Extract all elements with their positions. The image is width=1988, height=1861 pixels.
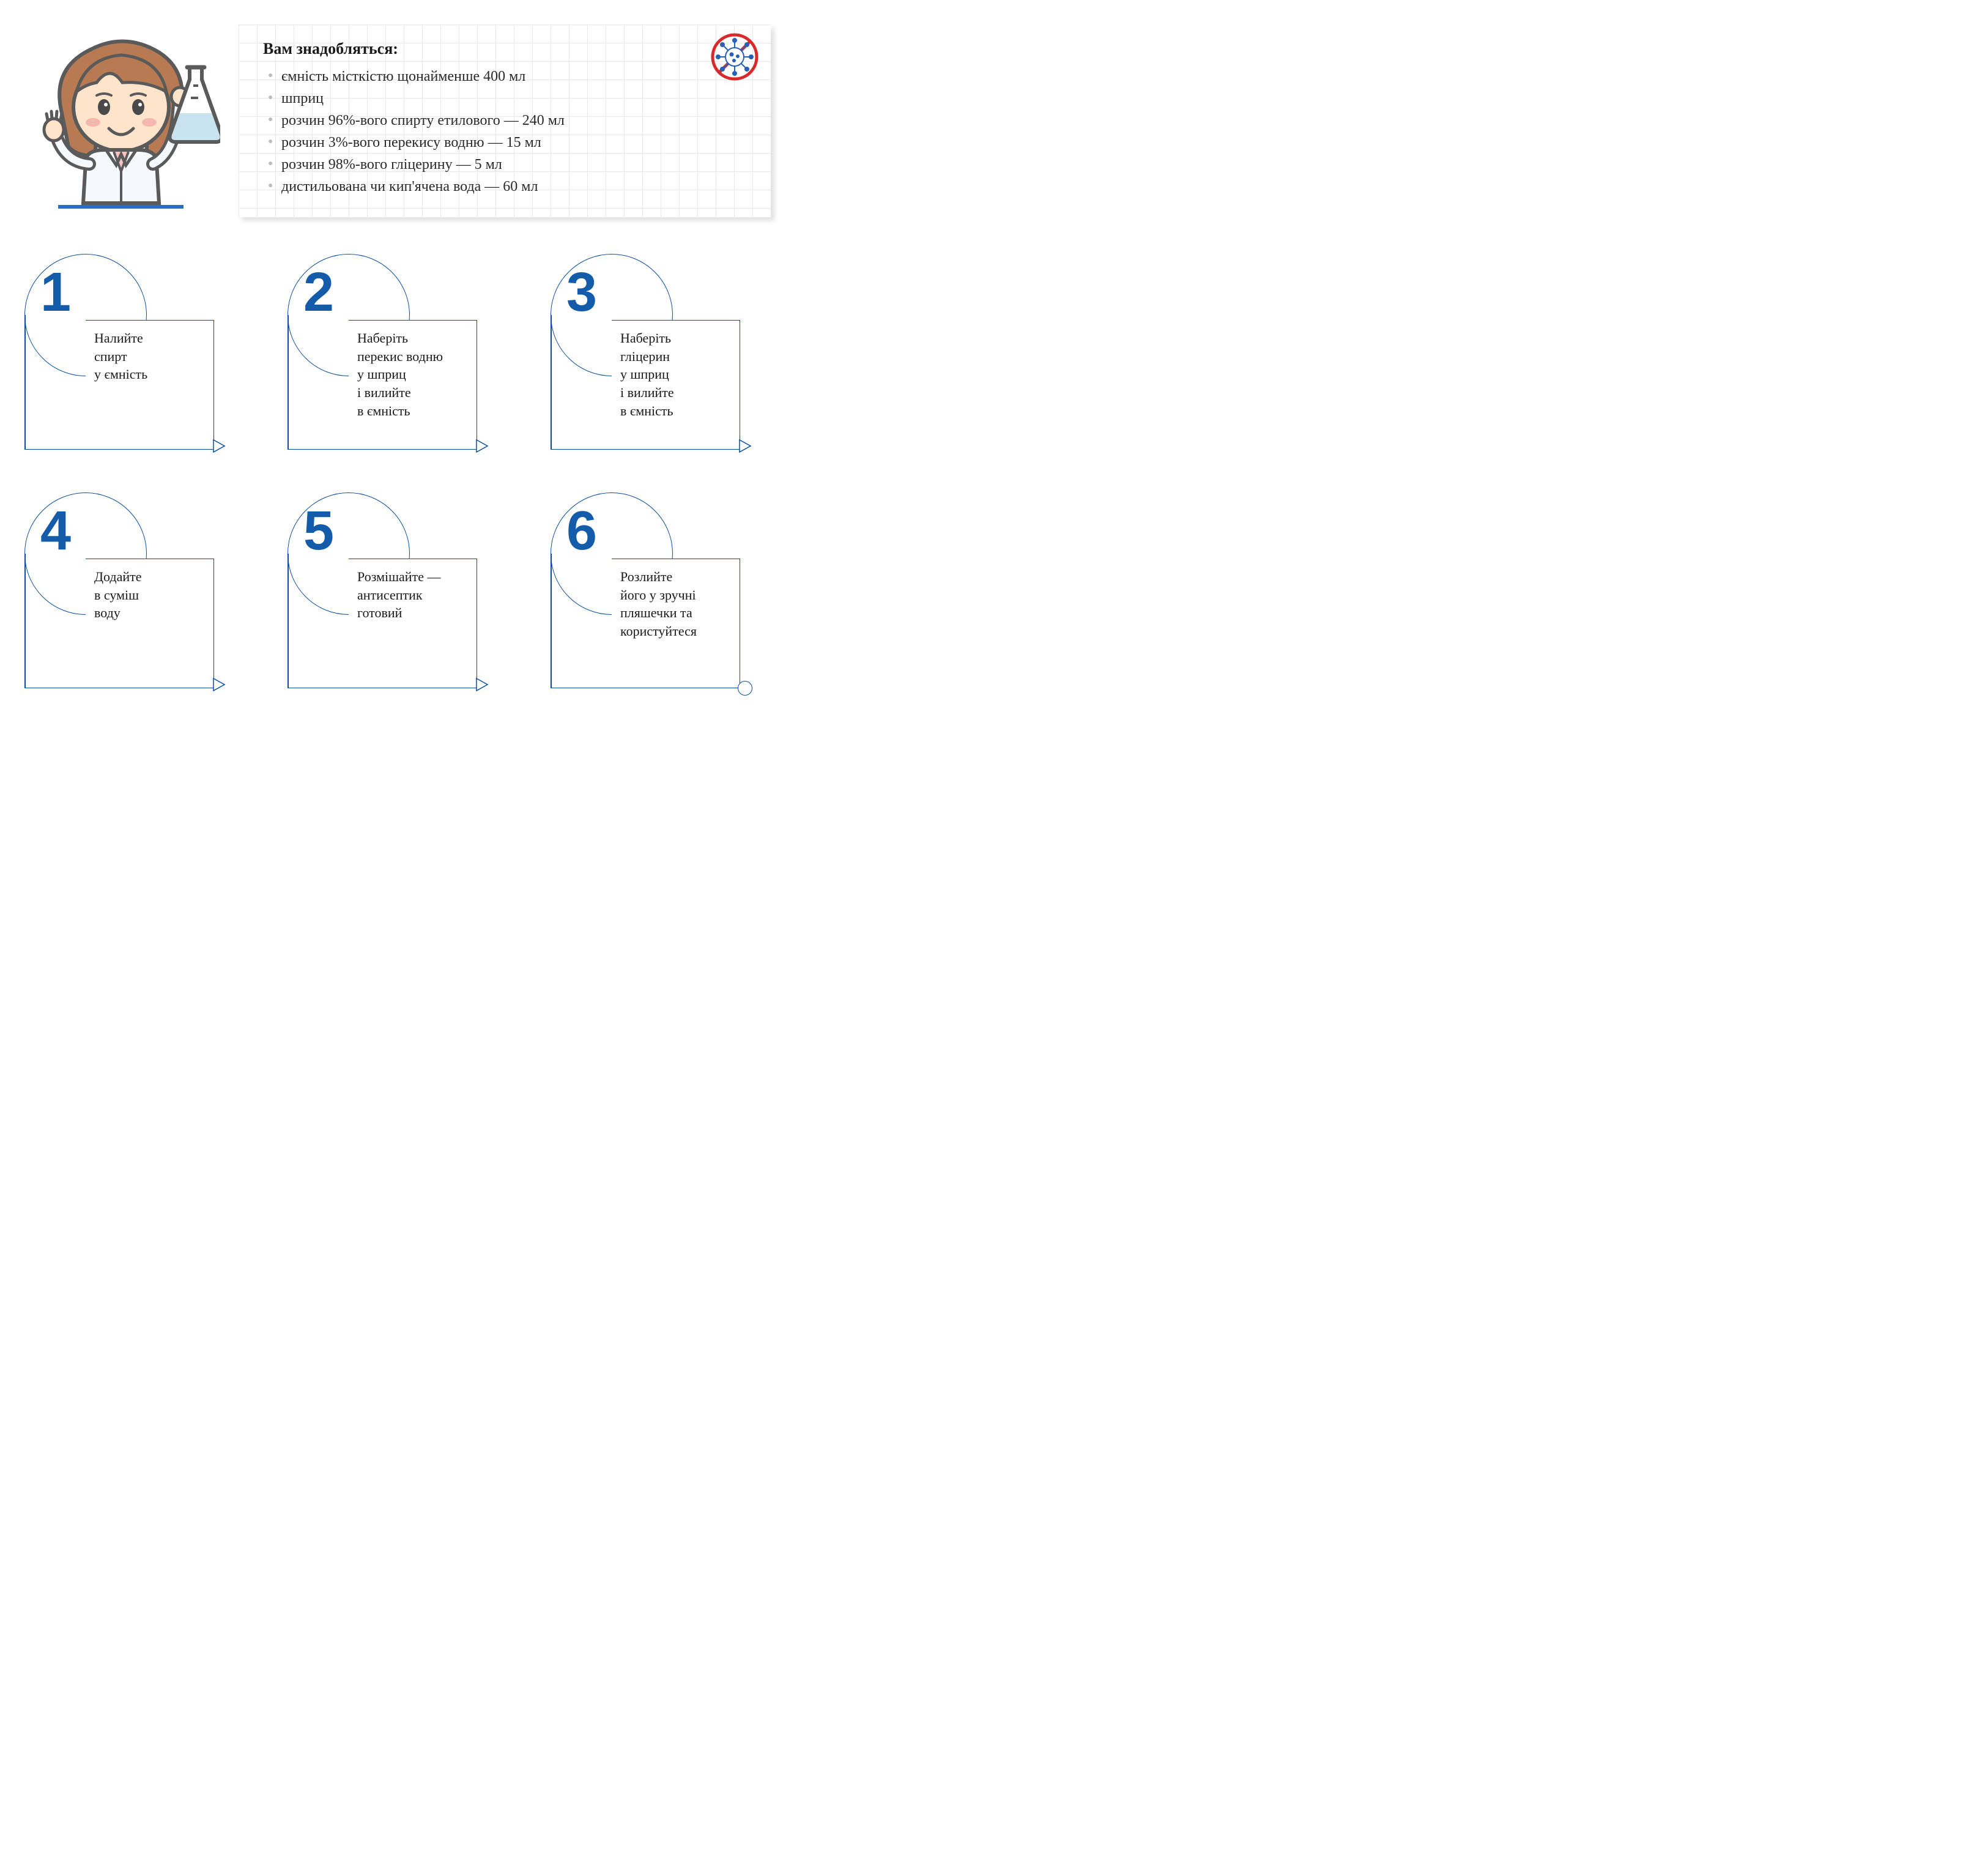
step-connector-bottom (287, 449, 477, 450)
step-1: 1 Налийтеспирту ємність (24, 254, 245, 462)
requirement-item: дистильована чи кип'ячена вода — 60 мл (281, 176, 746, 198)
step-connector-left (287, 315, 289, 450)
requirement-item: шприц (281, 87, 746, 110)
requirements-list: ємність місткістю щонайменше 400 мл шпри… (263, 65, 746, 198)
step-5: 5 Розмішайте —антисептикготовий (287, 492, 508, 700)
step-2: 2 Наберітьперекис воднюу шприці вилийтев … (287, 254, 508, 462)
arrow-icon (476, 439, 489, 456)
step-connector-bottom (551, 688, 740, 689)
step-4: 4 Додайтев сумішводу (24, 492, 245, 700)
step-number: 2 (303, 265, 334, 320)
step-number: 5 (303, 503, 334, 559)
arrow-icon (213, 439, 226, 456)
step-connector-left (551, 554, 552, 688)
arrow-icon (739, 439, 752, 456)
requirements-panel: Вам знадобляться: ємність місткістю щона… (239, 24, 771, 217)
step-connector-left (287, 554, 289, 688)
requirement-item: розчин 3%-вого перекису водню — 15 мл (281, 132, 746, 154)
step-text: Наберітьгліцерину шприці вилийтев ємніст… (612, 320, 740, 450)
step-connector-bottom (551, 449, 740, 450)
step-number: 4 (40, 503, 71, 559)
step-3: 3 Наберітьгліцерину шприці вилийтев ємніс… (551, 254, 771, 462)
step-connector-left (24, 315, 26, 450)
step-number: 6 (566, 503, 597, 559)
scientist-illustration (24, 24, 220, 217)
step-connector-left (24, 554, 26, 688)
step-number: 3 (566, 265, 597, 320)
step-text: Додайтев сумішводу (86, 559, 214, 688)
steps-grid: 1 Налийтеспирту ємність 2 Наберітьперекис в… (24, 254, 771, 700)
top-section: Вам знадобляться: ємність місткістю щона… (24, 24, 771, 217)
step-text: Наберітьперекис воднюу шприці вилийтев є… (349, 320, 477, 450)
step-connector-bottom (24, 449, 214, 450)
step-number: 1 (40, 265, 71, 320)
step-6: 6 Розлийтейого у зручніпляшечки такористу… (551, 492, 771, 700)
requirement-item: розчин 98%-вого гліцерину — 5 мл (281, 154, 746, 176)
arrow-icon (213, 678, 226, 694)
requirement-item: ємність місткістю щонайменше 400 мл (281, 65, 746, 87)
step-connector-left (551, 315, 552, 450)
flow-end-icon (738, 681, 752, 696)
arrow-icon (476, 678, 489, 694)
step-text: Розмішайте —антисептикготовий (349, 559, 477, 688)
requirement-item: розчин 96%-вого спирту етилового — 240 м… (281, 110, 746, 132)
step-connector-bottom (24, 688, 214, 689)
step-text: Розлийтейого у зручніпляшечки такористуй… (612, 559, 740, 688)
step-connector-bottom (287, 688, 477, 689)
requirements-title: Вам знадобляться: (263, 40, 746, 58)
step-text: Налийтеспирту ємність (86, 320, 214, 450)
